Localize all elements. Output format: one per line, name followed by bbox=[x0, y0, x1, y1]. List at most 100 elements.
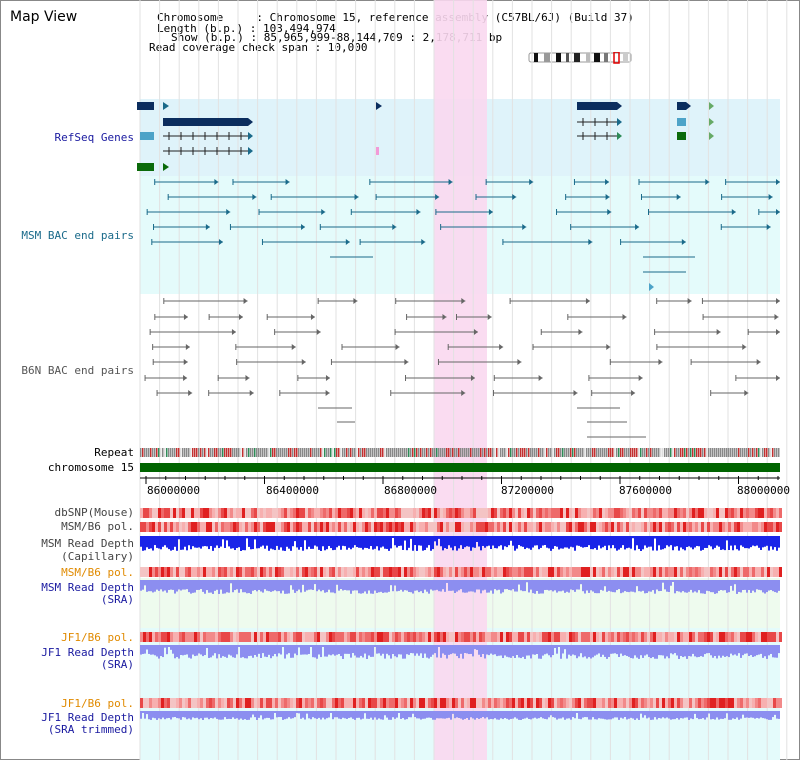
heat-cell bbox=[251, 698, 254, 708]
depth-bar bbox=[370, 580, 372, 594]
depth-bar bbox=[458, 645, 460, 659]
heat-cell bbox=[539, 698, 542, 708]
heat-cell bbox=[296, 567, 299, 577]
depth-bar bbox=[500, 536, 502, 546]
depth-bar bbox=[674, 711, 676, 720]
depth-bar bbox=[348, 536, 350, 548]
track-label-msm-depth-capillary[interactable]: MSM Read Depth bbox=[41, 537, 134, 550]
depth-bar bbox=[460, 536, 462, 546]
track-label-msm-bac[interactable]: MSM BAC end pairs bbox=[21, 229, 134, 242]
depth-bar bbox=[610, 536, 612, 549]
gene-arrow bbox=[709, 118, 714, 126]
heat-cell bbox=[245, 567, 248, 577]
heat-cell bbox=[401, 522, 404, 532]
depth-bar bbox=[284, 711, 286, 720]
depth-bar bbox=[146, 645, 148, 650]
depth-bar bbox=[402, 645, 404, 659]
depth-bar bbox=[572, 711, 574, 718]
track-label-msm-b6-pol[interactable]: MSM/B6 pol. bbox=[61, 520, 134, 533]
heat-cell bbox=[725, 522, 728, 532]
depth-bar bbox=[660, 711, 662, 719]
track-label-jf1-depth-sra[interactable]: JF1 Read Depth bbox=[41, 646, 134, 659]
heat-cell bbox=[659, 508, 662, 518]
depth-bar bbox=[350, 536, 352, 550]
depth-bar bbox=[656, 580, 658, 590]
track-label-repeat[interactable]: Repeat bbox=[94, 446, 134, 459]
depth-bar bbox=[354, 580, 356, 591]
repeat-mark bbox=[754, 448, 756, 457]
heat-cell bbox=[551, 632, 554, 642]
heat-cell bbox=[143, 522, 146, 532]
heat-cell bbox=[218, 632, 221, 642]
depth-bar bbox=[320, 580, 322, 592]
depth-bar bbox=[630, 645, 632, 659]
depth-bar bbox=[468, 711, 470, 720]
heat-cell bbox=[728, 508, 731, 518]
depth-bar bbox=[590, 711, 592, 720]
heat-cell bbox=[176, 522, 179, 532]
depth-bar bbox=[314, 536, 316, 546]
heat-cell bbox=[458, 698, 461, 708]
heat-cell bbox=[488, 632, 491, 642]
repeat-mark bbox=[266, 448, 268, 457]
heat-cell bbox=[734, 567, 737, 577]
heat-cell bbox=[401, 567, 404, 577]
depth-bar bbox=[634, 580, 636, 593]
depth-bar bbox=[164, 711, 166, 720]
depth-bar bbox=[228, 536, 230, 547]
depth-bar bbox=[570, 645, 572, 656]
depth-bar bbox=[598, 580, 600, 594]
heat-cell bbox=[737, 522, 740, 532]
heat-cell bbox=[458, 567, 461, 577]
depth-bar bbox=[246, 580, 248, 594]
depth-bar bbox=[318, 645, 320, 655]
repeat-mark bbox=[474, 448, 476, 457]
track-label-chromosome[interactable]: chromosome 15 bbox=[47, 461, 134, 474]
track-label-msm-b6-pol-2[interactable]: MSM/B6 pol. bbox=[61, 566, 134, 579]
heat-cell bbox=[686, 508, 689, 518]
track-label-refseq[interactable]: RefSeq Genes bbox=[54, 131, 134, 144]
heat-cell bbox=[356, 508, 359, 518]
depth-bar bbox=[306, 536, 308, 550]
heat-cell bbox=[290, 567, 293, 577]
heat-cell bbox=[494, 567, 497, 577]
track-label-b6n-bac[interactable]: B6N BAC end pairs bbox=[21, 364, 134, 377]
depth-bar bbox=[448, 645, 450, 655]
depth-bar bbox=[268, 645, 270, 655]
depth-bar bbox=[266, 711, 268, 718]
heat-cell bbox=[749, 567, 752, 577]
depth-bar bbox=[470, 645, 472, 654]
depth-bar bbox=[290, 645, 292, 658]
heat-cell bbox=[335, 522, 338, 532]
depth-bar bbox=[160, 711, 162, 720]
repeat-mark bbox=[476, 448, 478, 457]
depth-bar bbox=[730, 645, 732, 654]
depth-bar bbox=[622, 580, 624, 593]
depth-bar bbox=[564, 536, 566, 548]
track-label-jf1-b6-pol-2[interactable]: JF1/B6 pol. bbox=[61, 697, 134, 710]
track-label-jf1-depth-trimmed[interactable]: JF1 Read Depth bbox=[41, 711, 134, 724]
depth-bar bbox=[622, 645, 624, 656]
heat-cell bbox=[635, 698, 638, 708]
heat-cell bbox=[677, 567, 680, 577]
heat-cell bbox=[425, 508, 428, 518]
heat-cell bbox=[563, 508, 566, 518]
depth-bar bbox=[526, 711, 528, 718]
heat-cell bbox=[482, 508, 485, 518]
heat-cell bbox=[395, 698, 398, 708]
repeat-mark bbox=[396, 448, 398, 457]
depth-bar bbox=[282, 711, 284, 720]
repeat-mark bbox=[620, 448, 622, 457]
repeat-mark bbox=[344, 448, 346, 457]
depth-bar bbox=[662, 645, 664, 656]
heat-cell bbox=[383, 567, 386, 577]
heat-cell bbox=[299, 698, 302, 708]
depth-bar bbox=[418, 645, 420, 656]
heat-cell bbox=[182, 632, 185, 642]
track-label-dbsnp[interactable]: dbSNP(Mouse) bbox=[54, 506, 134, 519]
track-label-msm-depth-sra[interactable]: MSM Read Depth bbox=[41, 581, 134, 594]
heat-cell bbox=[365, 698, 368, 708]
chromosome-ideogram[interactable] bbox=[528, 52, 634, 64]
track-label-jf1-b6-pol[interactable]: JF1/B6 pol. bbox=[61, 631, 134, 644]
